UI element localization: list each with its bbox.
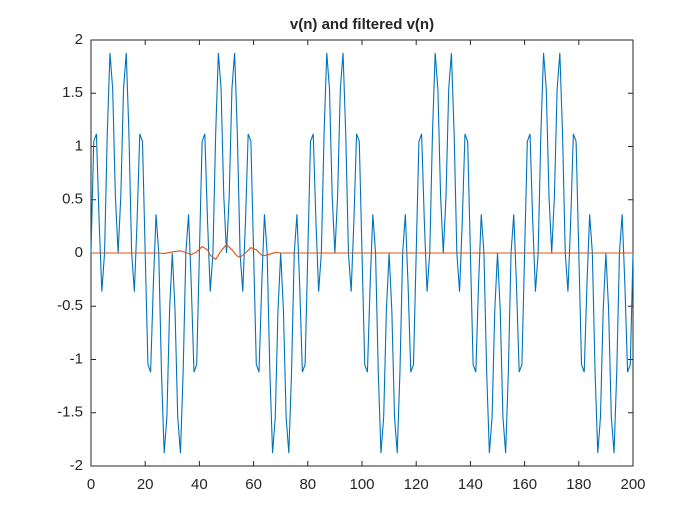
y-tick-label: -0.5 bbox=[57, 297, 83, 314]
x-tick-label: 40 bbox=[191, 476, 208, 493]
chart-title: v(n) and filtered v(n) bbox=[290, 16, 434, 33]
y-tick-label: 1.5 bbox=[62, 84, 83, 101]
y-tick-label: 0.5 bbox=[62, 191, 83, 208]
x-tick-label: 80 bbox=[299, 476, 316, 493]
x-tick-label: 180 bbox=[566, 476, 591, 493]
x-tick-label: 160 bbox=[512, 476, 537, 493]
data-line bbox=[91, 243, 633, 261]
y-tick-label: 1 bbox=[75, 137, 83, 154]
x-tick-label: 200 bbox=[620, 476, 645, 493]
x-tick-label: 100 bbox=[349, 476, 374, 493]
y-tick-label: 0 bbox=[75, 244, 83, 261]
x-tick-label: 0 bbox=[87, 476, 95, 493]
x-tick-label: 140 bbox=[458, 476, 483, 493]
x-tick-label: 60 bbox=[245, 476, 262, 493]
x-tick-label: 120 bbox=[404, 476, 429, 493]
y-tick-label: 2 bbox=[75, 31, 83, 48]
x-tick-label: 20 bbox=[137, 476, 154, 493]
y-tick-label: -1 bbox=[70, 350, 83, 367]
y-tick-label: -1.5 bbox=[57, 404, 83, 421]
y-tick-label: -2 bbox=[70, 457, 83, 474]
